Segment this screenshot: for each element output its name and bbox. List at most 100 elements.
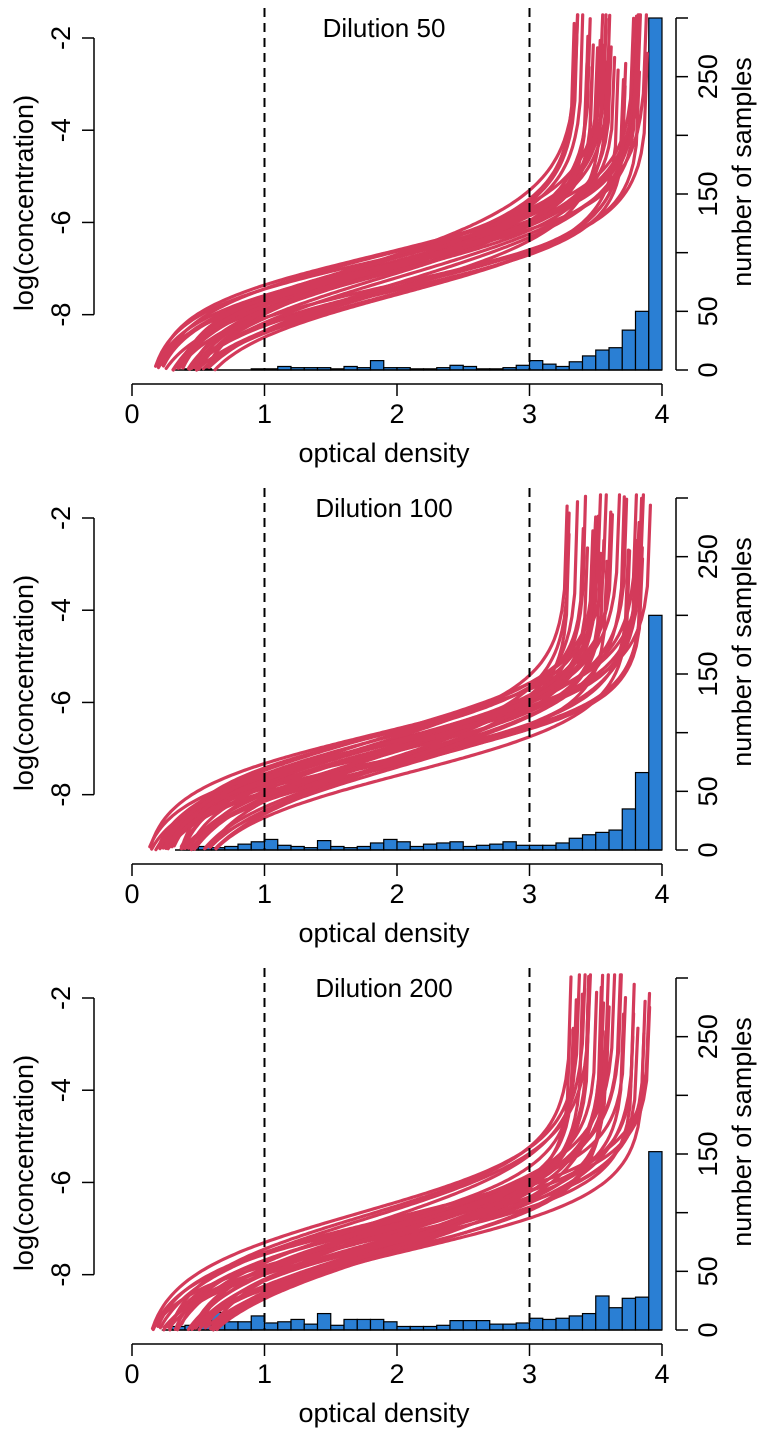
histogram-bar: [648, 614, 663, 851]
histogram-bar: [489, 843, 504, 851]
calibration-curve: [153, 1026, 640, 1328]
x-tick-label: 4: [654, 879, 669, 909]
histogram-bar: [634, 310, 650, 371]
axes: 0 1 2 3 4 -2 -4 -6 -8 0 50 150 250: [46, 977, 723, 1389]
y-left-tick-label: -4: [46, 118, 76, 142]
calibration-curve: [201, 1035, 635, 1328]
histogram-bar: [648, 1151, 663, 1331]
calibration-curve: [214, 549, 632, 851]
histogram-bar: [568, 837, 584, 851]
y-right-tick-label: 150: [693, 171, 723, 216]
y-left-tick-label: -6: [46, 690, 76, 714]
histogram-bar: [581, 834, 597, 851]
histogram: [175, 17, 663, 371]
histogram-bar: [581, 355, 597, 371]
histogram-bar: [634, 1296, 650, 1331]
histogram-bar: [595, 349, 610, 371]
histogram-bar: [449, 841, 464, 851]
histogram-bar: [383, 1321, 398, 1331]
histogram-bar: [250, 1315, 266, 1331]
histogram-bar: [515, 1322, 531, 1331]
chart-title: Dilution 200: [315, 973, 452, 1003]
histogram-bar: [621, 1297, 637, 1331]
panel-dilution-200: 0 1 2 3 4 -2 -4 -6 -8 0 50 150 250 Dilution 200 opti…: [9, 968, 757, 1428]
histogram-bar: [462, 1320, 478, 1331]
calibration-curve: [158, 973, 593, 1330]
y-axis-label-left: log(concentration): [9, 95, 39, 311]
calibration-curve: [191, 546, 644, 850]
x-tick-label: 0: [124, 399, 139, 429]
chart-title: Dilution 100: [315, 493, 452, 523]
x-tick-label: 0: [124, 879, 139, 909]
x-axis-label: optical density: [298, 1398, 470, 1428]
x-tick-label: 3: [522, 1359, 537, 1389]
y-axis-label-right: number of samples: [727, 537, 757, 767]
histogram: [175, 614, 663, 851]
calibration-curves: [150, 973, 652, 1332]
histogram-bar: [369, 360, 385, 371]
axes: 0 1 2 3 4 -2 -4 -6 -8 0 50 150 250: [46, 497, 723, 909]
histogram-bar: [528, 360, 544, 371]
y-left-tick-label: -2: [46, 506, 76, 530]
x-tick-label: 0: [124, 1359, 139, 1389]
reference-lines: [263, 8, 531, 370]
histogram-bar: [383, 838, 398, 851]
calibration-curve: [181, 60, 610, 367]
histogram-bar: [224, 1321, 239, 1331]
histogram: [161, 1151, 663, 1331]
histogram-bar: [595, 831, 610, 851]
histogram-bar: [436, 842, 451, 851]
calibration-curve: [188, 84, 627, 371]
x-tick-label: 2: [389, 879, 404, 909]
histogram-bar: [369, 1318, 385, 1331]
y-left-tick-label: -2: [46, 986, 76, 1010]
y-right-tick-label: 150: [693, 651, 723, 696]
y-right-tick-label: 150: [693, 1131, 723, 1176]
x-tick-label: 2: [389, 1359, 404, 1389]
histogram-bar: [555, 1317, 570, 1331]
y-right-tick-label: 250: [693, 1014, 723, 1059]
x-tick-label: 1: [257, 399, 272, 429]
calibration-curve: [215, 992, 585, 1330]
calibration-curve: [216, 985, 603, 1330]
panel-dilution-100: 0 1 2 3 4 -2 -4 -6 -8 0 50 150 250 Dilution 100 opti…: [9, 488, 757, 948]
histogram-bar: [422, 843, 438, 851]
y-left-tick-label: -4: [46, 598, 76, 622]
histogram-bar: [608, 347, 623, 371]
x-tick-label: 1: [257, 1359, 272, 1389]
histogram-bar: [356, 1318, 372, 1331]
reference-lines: [263, 488, 531, 850]
calibration-curve: [148, 540, 596, 849]
calibration-curves: [154, 13, 649, 372]
y-left-tick-label: -4: [46, 1078, 76, 1102]
y-right-tick-label: 250: [693, 54, 723, 99]
histogram-bar: [369, 842, 385, 851]
y-left-tick-label: -8: [46, 1263, 76, 1287]
histogram-bar: [343, 1318, 358, 1331]
histogram-bar: [396, 841, 411, 851]
y-left-tick-label: -8: [46, 783, 76, 807]
histogram-bar: [237, 843, 252, 851]
histogram-bar: [608, 829, 623, 851]
histogram-bar: [303, 1323, 319, 1331]
histogram-bar: [595, 1295, 610, 1331]
chart-title: Dilution 50: [323, 13, 446, 43]
histogram-bar: [608, 1307, 623, 1331]
x-tick-label: 1: [257, 879, 272, 909]
calibration-curve: [194, 13, 580, 368]
calibration-curve: [190, 1031, 646, 1332]
x-axis-label: optical density: [298, 438, 470, 468]
y-axis-label-left: log(concentration): [9, 1055, 39, 1271]
calibration-curve: [168, 1028, 609, 1329]
histogram-bar: [581, 1312, 597, 1331]
histogram-bar: [316, 1312, 332, 1331]
calibration-curve: [195, 1026, 575, 1326]
y-right-tick-label: 250: [693, 534, 723, 579]
panel-dilution-50: 0 1 2 3 4 -2 -4 -6 -8 0 50 150 250 Dilution 50 optic…: [9, 8, 757, 468]
histogram-bar: [237, 1321, 252, 1331]
histogram-bar: [449, 1320, 464, 1331]
x-tick-label: 4: [654, 399, 669, 429]
histogram-bar: [250, 841, 266, 851]
histogram-bar: [263, 1322, 279, 1331]
